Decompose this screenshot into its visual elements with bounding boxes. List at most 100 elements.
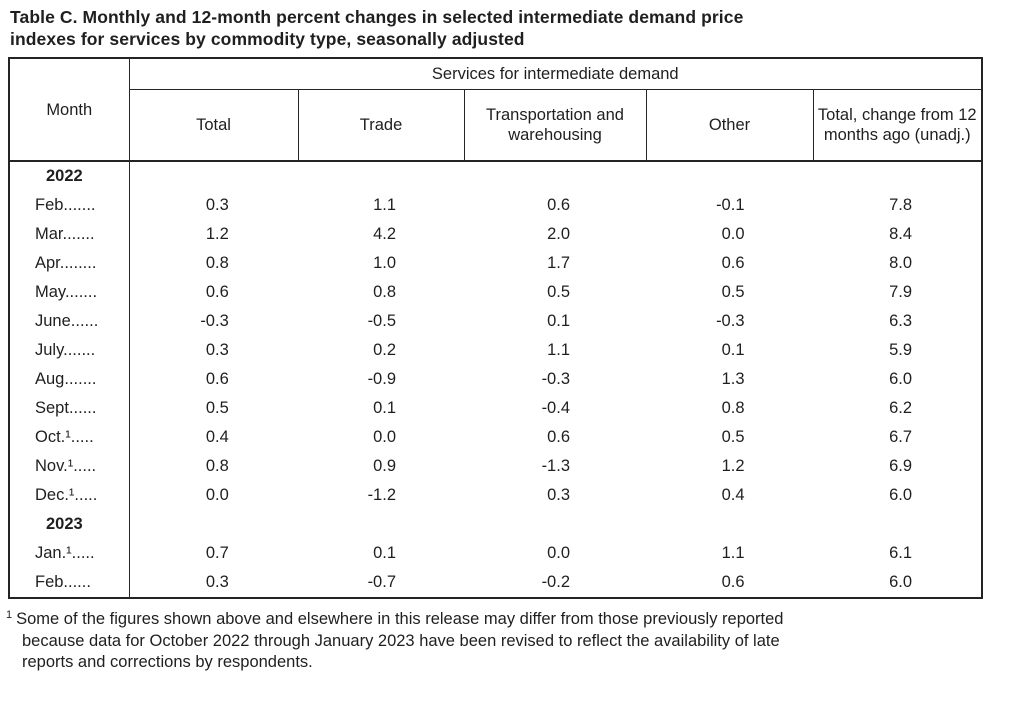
value-cell <box>464 510 646 539</box>
value-cell: -0.3 <box>716 312 745 330</box>
value-cell: -1.3 <box>541 457 570 475</box>
value-cell <box>129 161 298 191</box>
value-cell: 0.4 <box>721 486 745 504</box>
value-cell: 0.6 <box>205 283 229 301</box>
year-label: 2023 <box>9 510 130 539</box>
table-row: June...... -0.3 -0.5 0.1 -0.3 6.3 <box>9 307 982 336</box>
value-cell: 0.8 <box>205 254 229 272</box>
table-title-line1: Table C. Monthly and 12-month percent ch… <box>10 7 744 27</box>
month-label: Dec.¹..... <box>9 481 130 510</box>
value-cell: 0.7 <box>205 544 229 562</box>
value-cell: 6.0 <box>889 573 913 591</box>
table-row: 2022 <box>9 161 982 191</box>
value-cell: 6.0 <box>889 370 913 388</box>
value-cell: 7.9 <box>889 283 913 301</box>
value-cell: -0.2 <box>541 573 570 591</box>
table-row: Dec.¹..... 0.0 -1.2 0.3 0.4 6.0 <box>9 481 982 510</box>
value-cell: 0.3 <box>205 196 229 214</box>
value-cell: 0.3 <box>205 573 229 591</box>
table-title: Table C. Monthly and 12-month percent ch… <box>10 6 743 50</box>
value-cell: 0.9 <box>373 457 396 475</box>
value-cell: 0.1 <box>373 544 396 562</box>
value-cell: 0.5 <box>721 283 745 301</box>
month-label: Jan.¹..... <box>9 539 130 568</box>
value-cell: 1.7 <box>547 254 570 272</box>
table-row: May....... 0.6 0.8 0.5 0.5 7.9 <box>9 278 982 307</box>
value-cell: 0.5 <box>205 399 229 417</box>
value-cell: 1.1 <box>547 341 570 359</box>
month-label: Oct.¹..... <box>9 423 130 452</box>
footnote-marker: 1 <box>6 609 13 621</box>
intermediate-demand-table: Month Services for intermediate demand T… <box>8 57 984 599</box>
value-cell: 6.9 <box>889 457 913 475</box>
value-cell: 0.3 <box>547 486 570 504</box>
value-cell: 0.6 <box>547 428 570 446</box>
value-cell: 2.0 <box>547 225 570 243</box>
value-cell: 0.1 <box>373 399 396 417</box>
value-cell: 6.3 <box>889 312 913 330</box>
value-cell: 7.8 <box>889 196 913 214</box>
footnote-line: because data for October 2022 through Ja… <box>22 631 780 650</box>
value-cell: -0.7 <box>367 573 396 591</box>
table-row: Aug....... 0.6 -0.9 -0.3 1.3 6.0 <box>9 365 982 394</box>
value-cell <box>298 510 464 539</box>
value-cell: 0.4 <box>205 428 229 446</box>
value-cell: 0.8 <box>373 283 396 301</box>
month-label: June...... <box>9 307 130 336</box>
value-cell: 0.1 <box>721 341 745 359</box>
value-cell: 0.0 <box>547 544 570 562</box>
month-label: Feb...... <box>9 568 130 598</box>
footnote: 1 Some of the figures shown above and els… <box>6 609 1022 674</box>
month-label: Mar....... <box>9 220 130 249</box>
column-header-12month: Total, change from 12 months ago (unadj.… <box>813 89 983 162</box>
group-header-row: Month Services for intermediate demand <box>9 58 983 162</box>
value-cell <box>813 161 982 191</box>
month-column-header: Month <box>9 58 130 162</box>
value-cell: -0.3 <box>541 370 570 388</box>
table-row: Jan.¹..... 0.7 0.1 0.0 1.1 6.1 <box>9 539 982 568</box>
value-cell: 8.4 <box>889 225 913 243</box>
footnote-line: reports and corrections by respondents. <box>22 653 313 671</box>
month-label: Aug....... <box>9 365 130 394</box>
footnote-line: 1 Some of the figures shown above and els… <box>6 609 1022 631</box>
table-row: July....... 0.3 0.2 1.1 0.1 5.9 <box>9 336 982 365</box>
footnote-text: Some of the figures shown above and else… <box>16 610 784 628</box>
value-cell: 0.0 <box>721 225 745 243</box>
table-row: Feb....... 0.3 1.1 0.6 -0.1 7.8 <box>9 191 982 220</box>
month-label: July....... <box>9 336 130 365</box>
value-cell: 0.5 <box>721 428 745 446</box>
value-cell: 0.1 <box>547 312 570 330</box>
value-cell <box>129 510 298 539</box>
value-cell: 6.2 <box>889 399 913 417</box>
value-cell <box>646 510 813 539</box>
value-cell: 0.6 <box>721 573 745 591</box>
column-header-trade: Trade <box>298 89 465 162</box>
value-cell: 1.2 <box>205 225 229 243</box>
column-header-transportation: Transportation and warehousing <box>464 89 647 162</box>
value-cell: -1.2 <box>367 486 396 504</box>
value-cell <box>646 161 813 191</box>
value-cell: 5.9 <box>889 341 913 359</box>
value-cell: -0.1 <box>716 196 745 214</box>
value-cell: 1.3 <box>721 370 745 388</box>
value-cell: 0.5 <box>547 283 570 301</box>
value-cell: 0.3 <box>205 341 229 359</box>
value-cell <box>464 161 646 191</box>
value-cell: 8.0 <box>889 254 913 272</box>
value-cell: 1.0 <box>373 254 396 272</box>
value-cell: -0.3 <box>200 312 229 330</box>
value-cell: 0.6 <box>547 196 570 214</box>
table-row: Oct.¹..... 0.4 0.0 0.6 0.5 6.7 <box>9 423 982 452</box>
group-column-header: Services for intermediate demand <box>129 58 983 90</box>
value-cell: 0.8 <box>205 457 229 475</box>
sub-header-row: Total Trade Transportation and warehousi… <box>9 89 983 162</box>
value-cell: 0.8 <box>721 399 745 417</box>
value-cell: 6.1 <box>889 544 913 562</box>
value-cell: 0.0 <box>205 486 229 504</box>
month-label: Feb....... <box>9 191 130 220</box>
value-cell: 0.0 <box>373 428 396 446</box>
year-label: 2022 <box>9 161 130 191</box>
value-cell: 6.7 <box>889 428 913 446</box>
column-header-other: Other <box>646 89 814 162</box>
